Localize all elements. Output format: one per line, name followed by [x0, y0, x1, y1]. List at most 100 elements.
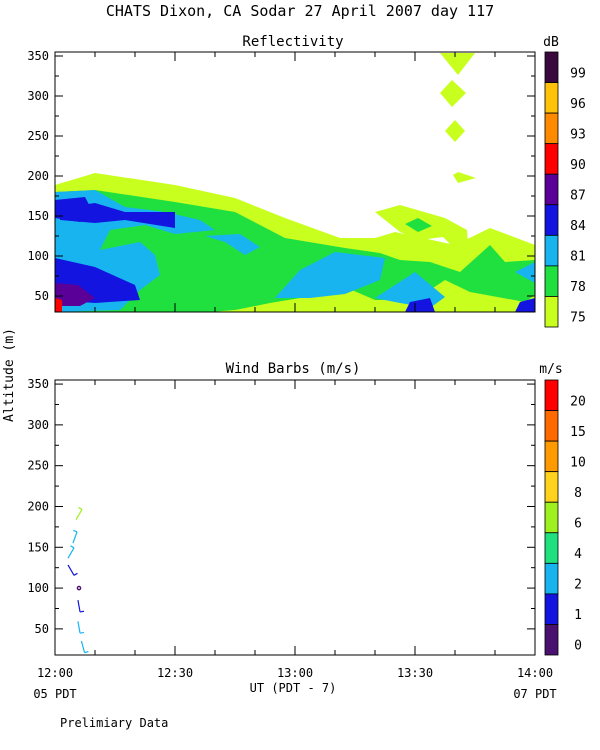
y-tick-label: 100	[27, 249, 49, 263]
colorbar-swatch	[544, 471, 559, 503]
colorbar-label: 93	[570, 127, 586, 142]
contour-84-east	[405, 298, 435, 312]
colorbar-swatch	[544, 173, 559, 206]
contour-81-center	[275, 252, 385, 298]
wind-barb	[77, 621, 81, 634]
colorbar-swatch	[544, 143, 559, 175]
colorbar-swatch	[544, 440, 559, 473]
colorbar-swatch	[544, 234, 559, 267]
colorbar-swatch	[544, 410, 559, 442]
y-tick-label: 250	[27, 459, 49, 473]
reflectivity-axes: 50 100 150 200 250 300 350	[27, 49, 536, 313]
wind-barb	[80, 640, 86, 653]
y-tick-label: 50	[35, 289, 49, 303]
colorbar-label: 4	[574, 547, 582, 562]
contour-75-plume-a	[440, 53, 475, 75]
contour-78-cell	[405, 218, 432, 232]
colorbar-label: 84	[570, 219, 586, 234]
contour-87	[55, 283, 95, 306]
colorbar-label: 15	[570, 425, 586, 440]
colorbar-label: 96	[570, 97, 586, 112]
colorbar-swatch	[544, 112, 559, 145]
x-tick-label: 12:30	[157, 666, 193, 680]
x-axis-label: UT (PDT - 7)	[250, 681, 337, 695]
colorbar-swatch	[544, 532, 559, 564]
y-tick-label: 150	[27, 209, 49, 223]
colorbar-label: 20	[570, 394, 586, 409]
wind-barb	[72, 531, 78, 544]
reflectivity-colorbar: 99 96 93 90 87 84 81 78 75	[544, 51, 586, 328]
wind-barb	[77, 600, 81, 613]
figure-title: CHATS Dixon, CA Sodar 27 April 2007 day …	[106, 2, 494, 20]
colorbar-swatch	[544, 501, 559, 534]
colorbar-label: 75	[570, 311, 586, 326]
colorbar-swatch	[544, 624, 559, 656]
wind-barb-flag	[79, 631, 85, 634]
x-start-local-label: 05 PDT	[33, 687, 76, 701]
wind-barb-flag	[73, 529, 78, 533]
colorbar-swatch	[544, 265, 559, 297]
contour-90	[55, 298, 62, 312]
windbarbs-axes: 50 100 150 200 250 300 350 12:00 12:30 13:00 13:30…	[27, 377, 553, 680]
y-tick-label: 350	[27, 377, 49, 391]
x-tick-label: 14:00	[517, 666, 553, 680]
y-axis-label: Altitude (m)	[2, 328, 17, 422]
wind-barb	[75, 509, 83, 521]
colorbar-label: 99	[570, 66, 586, 81]
reflectivity-colorbar-unit: dB	[543, 35, 559, 50]
y-tick-label: 250	[27, 129, 49, 143]
colorbar-label: 87	[570, 189, 586, 204]
footnote: Prelimiary Data	[60, 716, 168, 730]
y-tick-label: 200	[27, 499, 49, 513]
contour-75-plume-b	[440, 80, 466, 107]
wind-barb-flag	[78, 506, 83, 510]
colorbar-label: 0	[574, 639, 582, 654]
colorbar-swatch	[544, 593, 559, 625]
y-tick-label: 300	[27, 418, 49, 432]
colorbar-swatch	[544, 204, 559, 236]
y-tick-label: 350	[27, 49, 49, 63]
colorbar-swatch	[544, 379, 559, 411]
colorbar-label: 1	[574, 608, 582, 623]
reflectivity-title: Reflectivity	[242, 34, 343, 50]
x-tick-label: 13:00	[277, 666, 313, 680]
x-tick-label: 12:00	[37, 666, 73, 680]
colorbar-label: 78	[570, 280, 586, 295]
y-tick-label: 200	[27, 169, 49, 183]
wind-barb-flag	[84, 651, 89, 654]
contour-81-mid	[205, 234, 260, 255]
x-end-local-label: 07 PDT	[513, 687, 556, 701]
colorbar-swatch	[544, 296, 559, 328]
colorbar-label: 2	[574, 578, 582, 593]
wind-barb	[67, 547, 75, 559]
colorbar-label: 81	[570, 250, 586, 265]
windbarbs-title: Wind Barbs (m/s)	[226, 361, 361, 377]
plot-frame	[54, 379, 536, 656]
colorbar-swatch	[544, 51, 559, 83]
x-tick-label: 13:30	[397, 666, 433, 680]
colorbar-label: 6	[574, 517, 582, 532]
wind-barb	[67, 564, 75, 576]
contour-75-plume-d	[453, 172, 476, 183]
windspeed-colorbar-unit: m/s	[539, 362, 562, 377]
colorbar-label: 10	[570, 455, 586, 470]
colorbar-swatch	[544, 82, 559, 114]
reflectivity-contours	[55, 53, 535, 312]
wind-barbs	[67, 506, 89, 654]
contour-75-plume-c	[445, 120, 465, 142]
y-tick-label: 300	[27, 89, 49, 103]
y-tick-label: 50	[35, 622, 49, 636]
wind-barb-flag	[79, 610, 85, 613]
colorbar-label: 8	[574, 486, 582, 501]
wind-barb-calm	[76, 585, 82, 591]
contour-81-edge	[515, 262, 535, 283]
y-tick-label: 100	[27, 581, 49, 595]
wind-barb-flag	[70, 545, 75, 549]
y-tick-label: 150	[27, 540, 49, 554]
contour-84-band	[60, 203, 175, 228]
wind-barb-flag	[73, 572, 78, 576]
colorbar-label: 90	[570, 158, 586, 173]
contour-84-edge	[515, 298, 535, 312]
